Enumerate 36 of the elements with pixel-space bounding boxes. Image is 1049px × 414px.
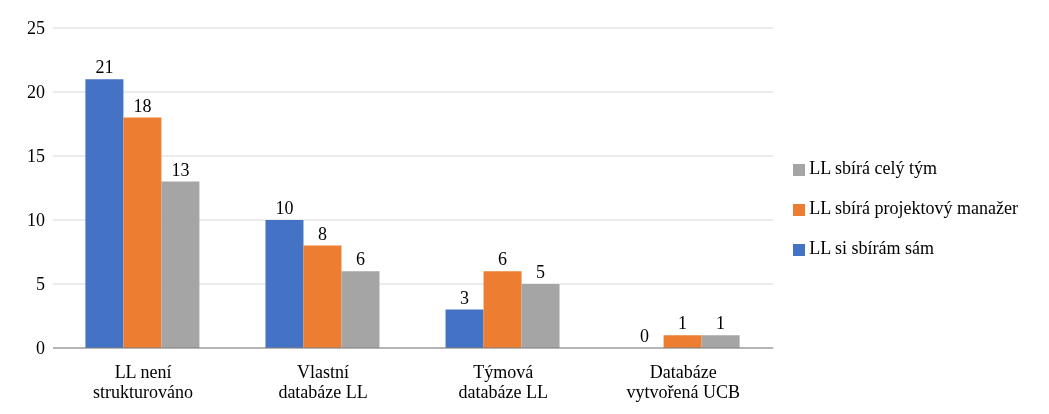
y-tick-label: 15 (27, 146, 45, 167)
data-label: 8 (317, 223, 327, 244)
data-label: 1 (716, 313, 726, 334)
y-tick-label: 25 (27, 18, 45, 39)
bar (123, 117, 162, 348)
bar (483, 271, 522, 348)
x-tick-label: Týmová databáze LL (458, 362, 548, 402)
data-label: 10 (275, 198, 294, 218)
data-label: 18 (133, 95, 152, 116)
data-label: 3 (460, 287, 470, 308)
data-label: 13 (171, 159, 190, 180)
y-tick-label: 5 (36, 274, 45, 295)
data-label: 21 (95, 57, 114, 78)
y-tick-label: 0 (36, 338, 45, 359)
x-tick-label: Vlastní databáze LL (278, 362, 368, 402)
bar (663, 335, 702, 348)
data-label: 6 (498, 249, 508, 270)
bar (85, 79, 124, 348)
bar (701, 335, 740, 348)
legend-label: LL sbírá projektový manažer (809, 198, 1018, 218)
y-tick-label: 20 (27, 82, 45, 103)
bar (161, 181, 200, 348)
x-tick-label: Databáze vytvořená UCB (626, 362, 740, 402)
bar (341, 271, 380, 348)
data-label: 1 (678, 313, 688, 334)
y-tick-label: 10 (27, 210, 45, 231)
bar (303, 245, 342, 348)
bar (521, 284, 560, 348)
legend-label: LL sbírá celý tým (809, 158, 938, 178)
bar (445, 309, 484, 348)
data-label: 5 (536, 262, 546, 282)
legend-label: LL si sbírám sám (809, 238, 935, 258)
x-tick-label: LL není strukturováno (93, 362, 194, 402)
bar (265, 220, 304, 348)
data-label: 6 (355, 249, 365, 270)
data-label: 0 (640, 325, 650, 346)
